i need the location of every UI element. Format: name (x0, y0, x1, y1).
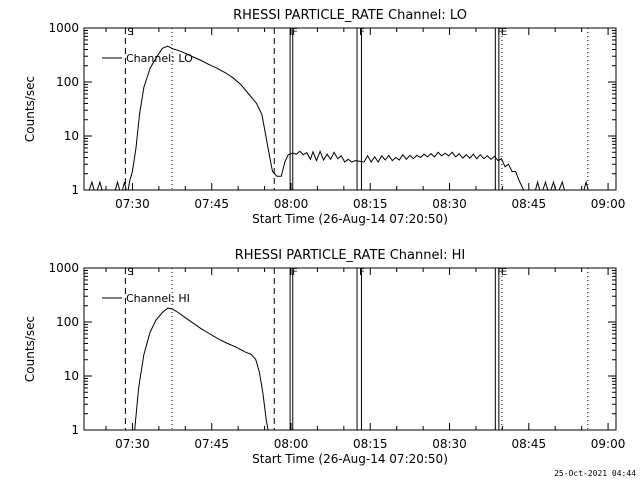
x-tick-label: 07:30 (115, 437, 150, 451)
series-line (134, 307, 269, 430)
x-tick-label: 07:30 (115, 197, 150, 211)
x-tick-label: 08:30 (432, 437, 467, 451)
event-marker-label: F (359, 267, 365, 278)
y-tick-label: 1000 (48, 21, 79, 35)
legend-label: Channel: LO (126, 52, 193, 65)
x-axis-label: Start Time (26-Aug-14 07:20:50) (252, 212, 448, 226)
plot-frame (83, 267, 617, 431)
y-axis-label: Counts/sec (23, 76, 37, 142)
y-tick-label: 1000 (48, 261, 79, 275)
plot-frame (83, 27, 617, 191)
x-tick-label: 08:15 (353, 197, 388, 211)
x-tick-label: 08:45 (512, 197, 547, 211)
event-marker-label: F (497, 27, 503, 38)
chart-title: RHESSI PARTICLE_RATE Channel: HI (235, 248, 465, 263)
chart-title: RHESSI PARTICLE_RATE Channel: LO (233, 8, 467, 23)
x-tick-label: 09:00 (591, 437, 626, 451)
event-marker-label: F (292, 267, 298, 278)
x-tick-label: 08:00 (274, 437, 309, 451)
panel-hi: RHESSI PARTICLE_RATE Channel: HI Start Ti… (23, 248, 625, 466)
event-marker-label: S (127, 27, 133, 38)
y-axis-label: Counts/sec (23, 316, 37, 382)
x-axis-label: Start Time (26-Aug-14 07:20:50) (252, 452, 448, 466)
x-tick-label: 07:45 (194, 437, 229, 451)
footer-timestamp: 25-Oct-2021 04:44 (554, 469, 636, 478)
x-tick-label: 08:15 (353, 437, 388, 451)
event-marker-label: F (292, 27, 298, 38)
event-marker-label: F (497, 267, 503, 278)
event-marker-label: S (127, 267, 133, 278)
y-tick-label: 100 (56, 75, 79, 89)
x-tick-label: 08:30 (432, 197, 467, 211)
event-marker-label: E (501, 267, 507, 278)
x-tick-label: 09:00 (591, 197, 626, 211)
y-tick-label: 10 (64, 129, 79, 143)
x-tick-label: 08:00 (274, 197, 309, 211)
panel-lo: RHESSI PARTICLE_RATE Channel: LO Start Ti… (23, 8, 625, 226)
y-tick-label: 1 (71, 183, 79, 197)
event-marker-label: E (501, 27, 507, 38)
y-tick-label: 100 (56, 315, 79, 329)
series-line (84, 45, 589, 190)
x-tick-label: 08:45 (512, 437, 547, 451)
legend-label: Channel: HI (126, 292, 190, 305)
x-tick-label: 07:45 (194, 197, 229, 211)
event-marker-label: F (359, 27, 365, 38)
y-tick-label: 1 (71, 423, 79, 437)
y-tick-label: 10 (64, 369, 79, 383)
